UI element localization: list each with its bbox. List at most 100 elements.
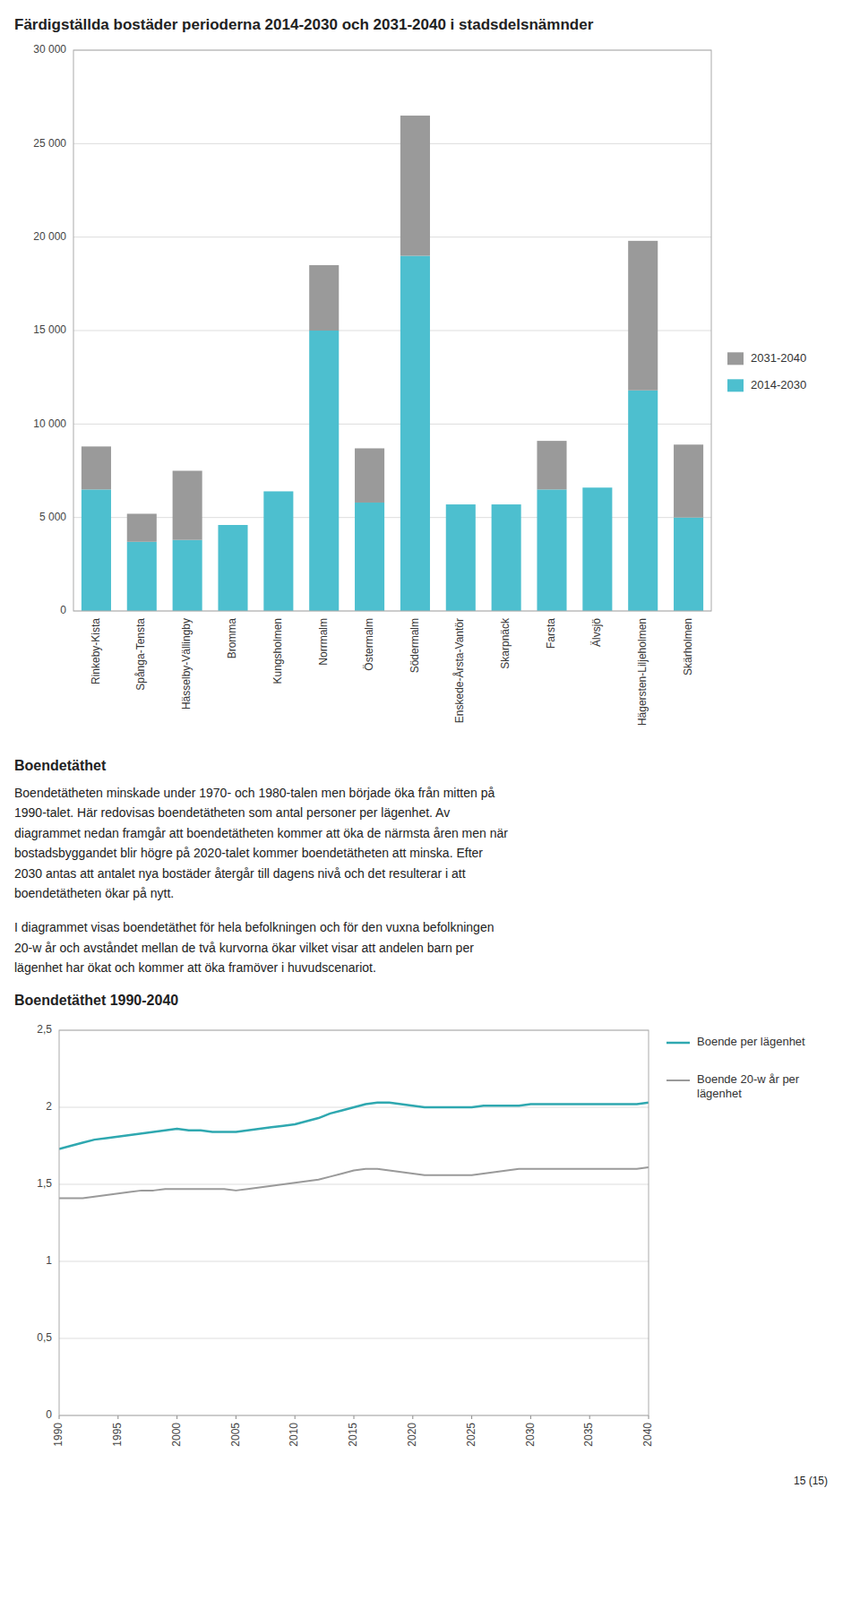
y-tick-label: 5 000 [39,510,67,524]
x-tick [117,1415,119,1419]
grid-line [73,423,712,425]
bar [536,489,567,611]
bar [354,447,385,503]
bar [217,524,248,611]
chart-title: Färdigställda bostäder perioderna 2014-2… [14,16,846,35]
bar [309,265,339,331]
bar [627,390,658,611]
bar [446,504,476,611]
bar [673,517,704,611]
bar [127,541,157,611]
x-tick [353,1415,355,1419]
x-tick-label: 2005 [229,1421,242,1446]
line-chart: 00,511,522,51990199520002005201020152020… [14,1017,846,1466]
lines [59,1101,649,1198]
bar [446,504,476,506]
text-line: lägenhet [696,1086,742,1101]
legend-label: 2014-2030 [750,378,807,392]
bar [582,487,612,489]
grid-line [73,516,712,518]
bar [627,240,658,391]
x-tick-label: 2035 [582,1421,595,1446]
line [59,1101,649,1149]
paragraph: I diagrammet visas boendetäthet för hela… [14,917,846,978]
x-tick-label: 2025 [464,1421,478,1446]
x-tick [412,1415,413,1419]
bar [400,256,430,611]
x-tick-label: 2015 [346,1421,360,1446]
x-tick-label: Södermalm [408,618,422,673]
y-tick-label: 2,5 [36,1023,52,1036]
line [59,1167,649,1198]
x-tick-label: 2030 [524,1421,537,1446]
x-tick [294,1415,296,1419]
y-tick-label: 1 [45,1254,52,1267]
x-tick-label: Hässelby-Vällingby [180,618,193,710]
bar [172,540,203,611]
x-tick-label: 2000 [170,1421,183,1446]
y-tick-label: 20 000 [33,230,67,243]
legend-swatch [727,378,744,392]
x-tick [589,1415,591,1419]
x-tick-label: 1995 [111,1421,124,1446]
bar [309,330,339,611]
x-tick-label: Spånga-Tensta [134,618,147,691]
grid-line [59,1260,649,1262]
legend-label: 2031-2040 [750,351,807,365]
x-tick [530,1415,532,1419]
x-tick-label: Enskede-Årsta-Vantör [452,618,466,723]
x-tick-label: 2010 [287,1421,301,1446]
x-tick-label: Hägersten-Liljeholmen [636,618,649,726]
bar [172,471,203,541]
text-line: Boende 20-w år per [696,1072,800,1086]
x-tick-label: 2020 [405,1421,419,1446]
x-tick-label: Kungsholmen [271,618,284,684]
x-tick [648,1415,650,1419]
y-tick-label: 2 [45,1100,52,1113]
bar [400,115,430,257]
chart-title: Boendetäthet 1990-2040 [14,992,846,1009]
legend-swatch [727,352,744,365]
bar [491,504,522,611]
bar [127,513,157,542]
plot-frame [73,50,712,611]
bar [354,502,385,611]
bar [263,490,293,492]
y-tick-label: 15 000 [33,323,67,336]
x-tick-label: Bromma [225,618,239,660]
y-tick-label: 0 [45,1408,52,1421]
grid-line [73,143,712,145]
section-title: Boendetäthet [14,757,846,774]
grid-line [59,1337,649,1339]
y-tick-label: 10 000 [33,417,67,430]
bar [582,487,612,611]
bars [81,115,704,611]
grid-line [73,330,712,332]
x-tick-label: Farsta [544,618,558,649]
x-tick-label: Skarpnäck [498,617,512,670]
x-tick-label: Älvsjö [590,618,603,647]
x-tick [176,1415,178,1419]
legend-swatch [666,1040,690,1044]
x-tick-label: Skärholmen [681,618,695,676]
page: Färdigställda bostäder perioderna 2014-2… [0,0,860,1488]
plot-frame [59,1030,649,1416]
bar-chart: 0 5 000 10 000 15 000 20 000 25 000 30 000 Rink… [14,39,846,748]
bar [491,504,522,506]
x-tick-label: Norrmalm [317,618,330,666]
bar [673,444,704,517]
x-tick [235,1415,237,1419]
x-tick-label: Rinkeby-Kista [89,618,103,685]
x-tick-label: 2040 [641,1421,654,1446]
x-tick-label: Östermalm [362,618,376,671]
y-tick-label: 0 [60,603,67,617]
legend-label: Boende per lägenhet [696,1034,806,1049]
y-tick-label: 30 000 [33,43,67,56]
bar [217,524,248,526]
y-tick-label: 25 000 [33,137,67,150]
text-line: Boende per lägenhet [696,1034,806,1049]
paragraph: Boendetätheten minskade under 1970- och … [14,782,846,903]
legend-swatch [666,1079,690,1082]
legend-label: Boende 20-w år perlägenhet [696,1072,800,1101]
page-number: 15 (15) [14,1474,846,1488]
